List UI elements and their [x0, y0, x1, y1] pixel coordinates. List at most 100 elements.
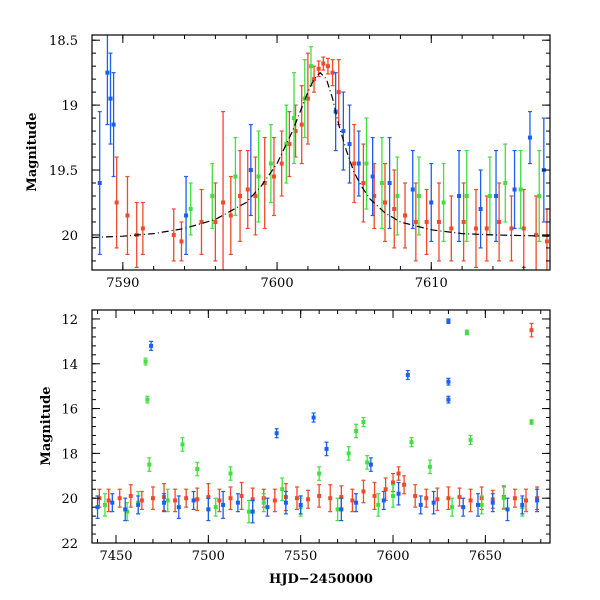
bottom-red-point [435, 487, 440, 512]
bottom-x-tick-label: 7650 [469, 549, 502, 564]
bottom-blue-point [136, 495, 141, 515]
bottom-red-point [413, 484, 418, 508]
bottom-green-point [361, 416, 366, 428]
bottom-blue-point [191, 490, 196, 510]
bottom-red-point [529, 322, 534, 338]
top-model-curve [92, 71, 550, 239]
bottom-y-tick-label: 16 [61, 403, 78, 418]
bottom-red-point [306, 489, 311, 509]
top-red-point [382, 162, 387, 243]
bottom-blue-point [250, 499, 255, 524]
top-red-point [245, 149, 250, 230]
top-panel-frame [91, 34, 551, 271]
top-panel: 7590 7600 7610 18.5 19 19.5 20 Magnitude [25, 34, 551, 291]
top-red-point [287, 111, 292, 178]
top-green-point [233, 136, 238, 217]
bottom-green-point [143, 357, 148, 366]
bottom-red-point [139, 490, 144, 510]
top-red-point [305, 52, 310, 145]
bottom-green-point [147, 457, 152, 472]
top-blue-point [370, 136, 375, 217]
top-green-point [256, 130, 261, 223]
bottom-red-point [294, 486, 299, 510]
bottom-red-point [128, 484, 133, 508]
top-green-point [210, 162, 215, 230]
bottom-x-tick-label: 7500 [192, 549, 225, 564]
bottom-y-tick-label: 12 [61, 313, 78, 328]
bottom-y-tick-label: 20 [61, 492, 78, 507]
bottom-green-point [180, 437, 185, 452]
bottom-blue-point [446, 377, 451, 386]
bottom-red-point [239, 481, 244, 510]
bottom-red-point [217, 488, 222, 513]
top-blue-point [387, 136, 392, 230]
bottom-red-point [402, 475, 407, 495]
top-blue-point [108, 52, 113, 145]
bottom-green-point [479, 495, 484, 515]
top-red-point [544, 208, 549, 270]
top-red-point [325, 57, 330, 75]
top-red-point [299, 85, 304, 165]
top-red-point [321, 56, 326, 71]
bottom-blue-point [490, 493, 495, 513]
top-y-axis-title: Magnitude [25, 112, 40, 191]
bottom-green-point [317, 466, 322, 481]
bottom-blue-point [149, 340, 154, 351]
bottom-blue-point [431, 490, 436, 515]
top-red-point [436, 182, 441, 262]
bottom-blue-point [283, 490, 288, 515]
bottom-red-point [228, 486, 233, 510]
top-red-point [424, 188, 429, 256]
top-y-tick-label: 18.5 [49, 34, 78, 49]
top-red-point [199, 188, 204, 256]
bottom-blue-point [418, 495, 423, 515]
top-red-point [336, 59, 341, 126]
bottom-red-point [150, 486, 155, 510]
top-red-point [392, 169, 397, 249]
bottom-blue-point [461, 497, 466, 517]
top-axes: 7590 7600 7610 18.5 19 19.5 20 [49, 34, 550, 291]
top-red-point [213, 182, 218, 262]
top-red-point [413, 182, 418, 262]
bottom-blue-point [381, 490, 386, 510]
top-blue-point [410, 149, 415, 230]
bottom-red-point [328, 484, 333, 513]
top-red-point [179, 221, 184, 262]
top-green-point [503, 143, 508, 223]
bottom-green-point [165, 488, 170, 513]
bottom-green-point [228, 466, 233, 481]
bottom-x-tick-label: 7450 [99, 549, 132, 564]
bottom-x-axis-title: HJD−2450000 [269, 572, 373, 587]
bottom-green-point [195, 461, 200, 477]
bottom-green-point [102, 493, 107, 517]
bottom-green-point [335, 497, 340, 522]
bottom-red-point [184, 488, 189, 508]
bottom-green-point [450, 497, 455, 517]
bottom-green-point [468, 434, 473, 446]
top-red-point [279, 130, 284, 197]
top-y-tick-label: 20 [61, 229, 78, 244]
bottom-red-point [117, 488, 122, 508]
bottom-red-point [424, 488, 429, 508]
top-green-point [364, 117, 369, 210]
bottom-blue-point [475, 493, 480, 517]
bottom-red-point [317, 484, 322, 508]
bottom-blue-point [274, 428, 279, 439]
bottom-blue-point [446, 395, 451, 404]
bottom-red-point [361, 479, 366, 504]
top-red-point [271, 136, 276, 217]
bottom-axes: 7450 7500 7550 7600 7650 12 14 16 18 20 22 [61, 309, 550, 564]
bottom-red-point [512, 488, 517, 508]
bottom-blue-point [110, 493, 115, 513]
bottom-x-tick-label: 7600 [376, 549, 409, 564]
top-red-point [312, 65, 317, 93]
bottom-green-point [427, 459, 432, 475]
top-red-point [140, 201, 145, 256]
top-blue-point [512, 149, 517, 230]
bottom-blue-point [368, 457, 373, 472]
bottom-blue-point [311, 412, 316, 423]
bottom-red-point [523, 488, 528, 513]
bottom-blue-point [446, 318, 451, 325]
top-blue-point [97, 111, 102, 256]
top-green-point [416, 156, 421, 236]
